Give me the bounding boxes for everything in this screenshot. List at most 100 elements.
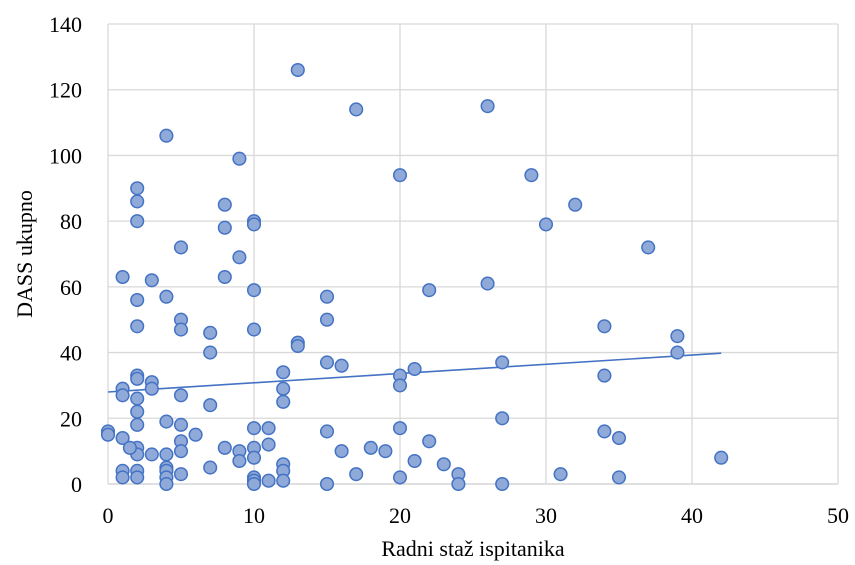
data-point bbox=[378, 444, 393, 459]
data-point bbox=[319, 289, 335, 304]
data-point bbox=[130, 292, 145, 308]
data-point bbox=[349, 102, 364, 117]
x-tick-label: 10 bbox=[243, 503, 265, 528]
data-point bbox=[538, 217, 554, 232]
data-point bbox=[173, 417, 189, 432]
data-point bbox=[422, 283, 437, 298]
y-tick-label: 20 bbox=[60, 406, 82, 431]
data-point bbox=[246, 322, 262, 337]
data-point bbox=[203, 345, 218, 360]
data-point bbox=[334, 358, 349, 373]
data-point bbox=[246, 421, 262, 436]
x-tick-label: 40 bbox=[681, 503, 703, 528]
data-point bbox=[611, 430, 627, 446]
x-axis-ticks: 0 10 20 30 40 50 bbox=[103, 503, 850, 528]
data-point bbox=[217, 269, 232, 285]
data-point bbox=[173, 467, 189, 482]
data-point bbox=[495, 476, 510, 492]
data-point bbox=[597, 368, 612, 383]
data-point bbox=[144, 447, 159, 462]
data-point bbox=[144, 381, 159, 396]
data-point bbox=[670, 345, 685, 360]
data-point bbox=[115, 470, 130, 485]
data-point bbox=[261, 421, 276, 436]
data-point bbox=[100, 427, 116, 442]
data-point bbox=[553, 467, 568, 482]
data-point bbox=[115, 269, 130, 285]
plot-area bbox=[108, 24, 838, 484]
data-point bbox=[115, 430, 130, 446]
data-point bbox=[407, 453, 422, 469]
data-point bbox=[495, 411, 510, 426]
data-point bbox=[122, 440, 137, 455]
data-point bbox=[480, 276, 495, 291]
y-tick-label: 0 bbox=[71, 472, 82, 497]
data-point bbox=[159, 128, 174, 143]
data-point bbox=[203, 460, 218, 475]
data-point bbox=[436, 457, 451, 472]
data-point bbox=[130, 417, 145, 432]
data-point bbox=[524, 168, 539, 183]
data-point bbox=[173, 444, 189, 459]
data-point bbox=[334, 444, 349, 459]
y-axis-title: DASS ukupno bbox=[12, 190, 37, 318]
data-point bbox=[246, 450, 262, 465]
data-point bbox=[597, 319, 612, 334]
data-point bbox=[597, 424, 612, 439]
x-tick-label: 50 bbox=[827, 503, 849, 528]
data-point bbox=[290, 338, 305, 354]
data-point bbox=[159, 289, 174, 304]
data-point bbox=[159, 476, 174, 492]
x-tick-label: 30 bbox=[535, 503, 557, 528]
data-point bbox=[203, 325, 218, 340]
data-point bbox=[568, 197, 583, 212]
data-point bbox=[130, 181, 145, 196]
data-point bbox=[392, 421, 408, 436]
data-point bbox=[232, 453, 247, 469]
x-axis-title: Radni staž ispitanika bbox=[381, 536, 565, 561]
data-point bbox=[130, 319, 145, 334]
y-axis-ticks: 0 20 40 60 80 100 120 140 bbox=[49, 12, 82, 497]
data-point bbox=[670, 329, 685, 344]
data-point bbox=[480, 99, 495, 114]
data-point bbox=[246, 283, 262, 298]
data-point bbox=[422, 434, 437, 449]
data-point bbox=[159, 447, 174, 462]
data-point bbox=[232, 250, 247, 265]
data-point bbox=[173, 322, 189, 337]
data-point bbox=[217, 220, 232, 235]
data-point bbox=[246, 476, 262, 492]
data-point bbox=[276, 365, 291, 380]
data-point bbox=[319, 355, 335, 370]
data-point bbox=[363, 440, 378, 455]
data-point bbox=[407, 361, 422, 377]
data-point bbox=[130, 404, 145, 419]
data-point bbox=[130, 391, 145, 406]
y-tick-label: 80 bbox=[60, 209, 82, 234]
data-point bbox=[319, 424, 335, 439]
data-point bbox=[276, 381, 291, 396]
gridlines bbox=[107, 23, 839, 485]
y-tick-label: 120 bbox=[49, 78, 82, 103]
x-tick-label: 0 bbox=[103, 503, 114, 528]
y-tick-label: 140 bbox=[49, 12, 82, 37]
data-point bbox=[261, 473, 276, 488]
data-point bbox=[495, 355, 510, 370]
data-point bbox=[392, 378, 408, 393]
data-point bbox=[130, 194, 145, 209]
data-point bbox=[392, 470, 408, 485]
data-point bbox=[349, 467, 364, 482]
data-point bbox=[611, 470, 627, 485]
x-tick-label: 20 bbox=[389, 503, 411, 528]
data-point bbox=[232, 151, 247, 166]
y-tick-label: 100 bbox=[49, 143, 82, 168]
data-point bbox=[159, 414, 174, 429]
data-point bbox=[319, 476, 335, 492]
data-point bbox=[173, 240, 189, 255]
data-point bbox=[203, 398, 218, 413]
data-point bbox=[217, 440, 232, 455]
data-point bbox=[217, 197, 232, 212]
data-point bbox=[714, 450, 729, 465]
data-point bbox=[641, 240, 656, 255]
